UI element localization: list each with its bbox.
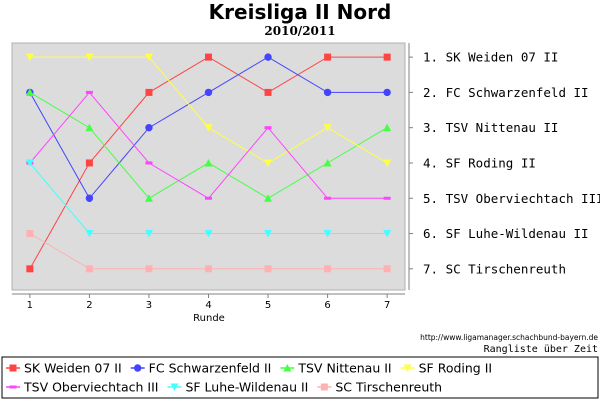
data-point — [264, 126, 272, 130]
series-3 — [25, 88, 392, 202]
x-tick-label: 2 — [86, 300, 92, 311]
series-1 — [26, 53, 391, 273]
legend-box — [1, 356, 599, 399]
legend-label: SF Roding II — [419, 361, 492, 376]
x-tick-label: 6 — [324, 300, 330, 311]
data-point — [204, 230, 213, 238]
data-point — [85, 194, 94, 202]
data-point — [145, 123, 153, 132]
rank-label: 6. SF Luhe-Wildenau II — [423, 226, 589, 241]
data-point — [205, 53, 212, 61]
x-ticks: 1 2 3 4 5 6 7 — [27, 294, 390, 311]
legend-item: TSV Oberviechtach III — [6, 380, 158, 395]
data-point — [383, 88, 391, 97]
data-point — [324, 53, 332, 61]
x-tick-label: 3 — [146, 300, 152, 311]
data-point — [25, 159, 34, 167]
legend-marker — [403, 364, 412, 372]
data-point — [25, 53, 34, 62]
caption: Rangliste über Zeit — [484, 344, 598, 355]
data-point — [383, 159, 392, 167]
data-point — [144, 53, 153, 62]
plot-area — [11, 42, 406, 291]
data-point — [324, 265, 332, 273]
data-point — [323, 124, 332, 132]
data-point — [26, 230, 34, 238]
x-tick-label: 1 — [27, 300, 33, 311]
data-point — [324, 196, 332, 200]
data-point — [85, 53, 94, 62]
data-point — [145, 88, 153, 96]
data-point — [204, 88, 213, 97]
chart-subtitle: 2010/2011 — [264, 24, 335, 38]
legend-item: SC Tirschenreuth — [317, 380, 442, 395]
data-point — [205, 265, 212, 273]
legend: SK Weiden 07 II FC Schwarzenfeld II TSV Ni… — [6, 361, 492, 395]
x-tick-label: 4 — [205, 300, 211, 311]
rank-label: 1. SK Weiden 07 II — [423, 50, 558, 65]
data-point — [264, 265, 272, 273]
rank-label: 7. SC Tirschenreuth — [423, 261, 566, 276]
data-point — [85, 123, 94, 132]
data-point — [205, 196, 212, 200]
data-point — [383, 53, 391, 61]
legend-marker — [133, 364, 142, 372]
legend-item: SF Roding II — [400, 361, 492, 376]
data-point — [145, 161, 153, 165]
data-point — [264, 88, 272, 96]
data-point — [85, 159, 93, 167]
series-6 — [25, 159, 392, 238]
data-point — [204, 124, 213, 132]
data-point — [145, 265, 153, 273]
data-point — [383, 265, 391, 273]
rank-label: 2. FC Schwarzenfeld II — [423, 85, 589, 100]
data-point — [85, 230, 94, 238]
data-point — [26, 265, 34, 273]
data-point — [85, 265, 93, 273]
series-7 — [26, 230, 391, 273]
series-4 — [25, 53, 392, 167]
rank-label: 4. SF Roding II — [423, 155, 536, 170]
legend-item: SF Luhe-Wildenau II — [167, 380, 308, 395]
data-point — [323, 88, 332, 97]
x-axis-label: Runde — [193, 313, 225, 324]
legend-label: SK Weiden 07 II — [24, 361, 122, 376]
legend-label: SC Tirschenreuth — [335, 380, 442, 395]
legend-item: SK Weiden 07 II — [6, 361, 122, 376]
rank-label: 5. TSV Oberviechtach III — [423, 191, 600, 206]
data-point — [383, 196, 391, 200]
data-point — [264, 53, 272, 61]
x-tick-label: 5 — [265, 300, 271, 311]
data-point — [264, 230, 273, 238]
legend-label: TSV Nittenau II — [297, 361, 391, 376]
legend-label: TSV Oberviechtach III — [23, 380, 158, 395]
data-point — [264, 159, 273, 167]
series-group — [25, 53, 392, 273]
legend-marker — [320, 383, 328, 391]
legend-label: FC Schwarzenfeld II — [149, 361, 272, 376]
legend-marker — [9, 364, 17, 372]
rank-label: 3. TSV Nittenau II — [423, 120, 558, 135]
data-point — [264, 194, 273, 202]
data-point — [323, 230, 332, 238]
source-url: http://www.ligamanager.schachbund-bayern… — [420, 333, 598, 342]
data-point — [383, 123, 392, 132]
legend-marker — [283, 364, 292, 372]
legend-label: SF Luhe-Wildenau II — [185, 380, 308, 395]
x-tick-label: 7 — [384, 300, 390, 311]
chart-title: Kreisliga II Nord — [209, 0, 392, 24]
data-point — [144, 230, 153, 238]
data-point — [144, 194, 153, 202]
data-point — [85, 90, 93, 94]
legend-marker — [9, 385, 17, 389]
legend-marker — [170, 383, 179, 391]
legend-item: FC Schwarzenfeld II — [130, 361, 272, 376]
rank-axis: 1. SK Weiden 07 II 2. FC Schwarzenfeld II… — [409, 50, 600, 276]
data-point — [204, 158, 213, 167]
data-point — [383, 230, 392, 238]
data-point — [323, 158, 332, 167]
legend-item: TSV Nittenau II — [280, 361, 392, 376]
data-point — [25, 88, 34, 96]
